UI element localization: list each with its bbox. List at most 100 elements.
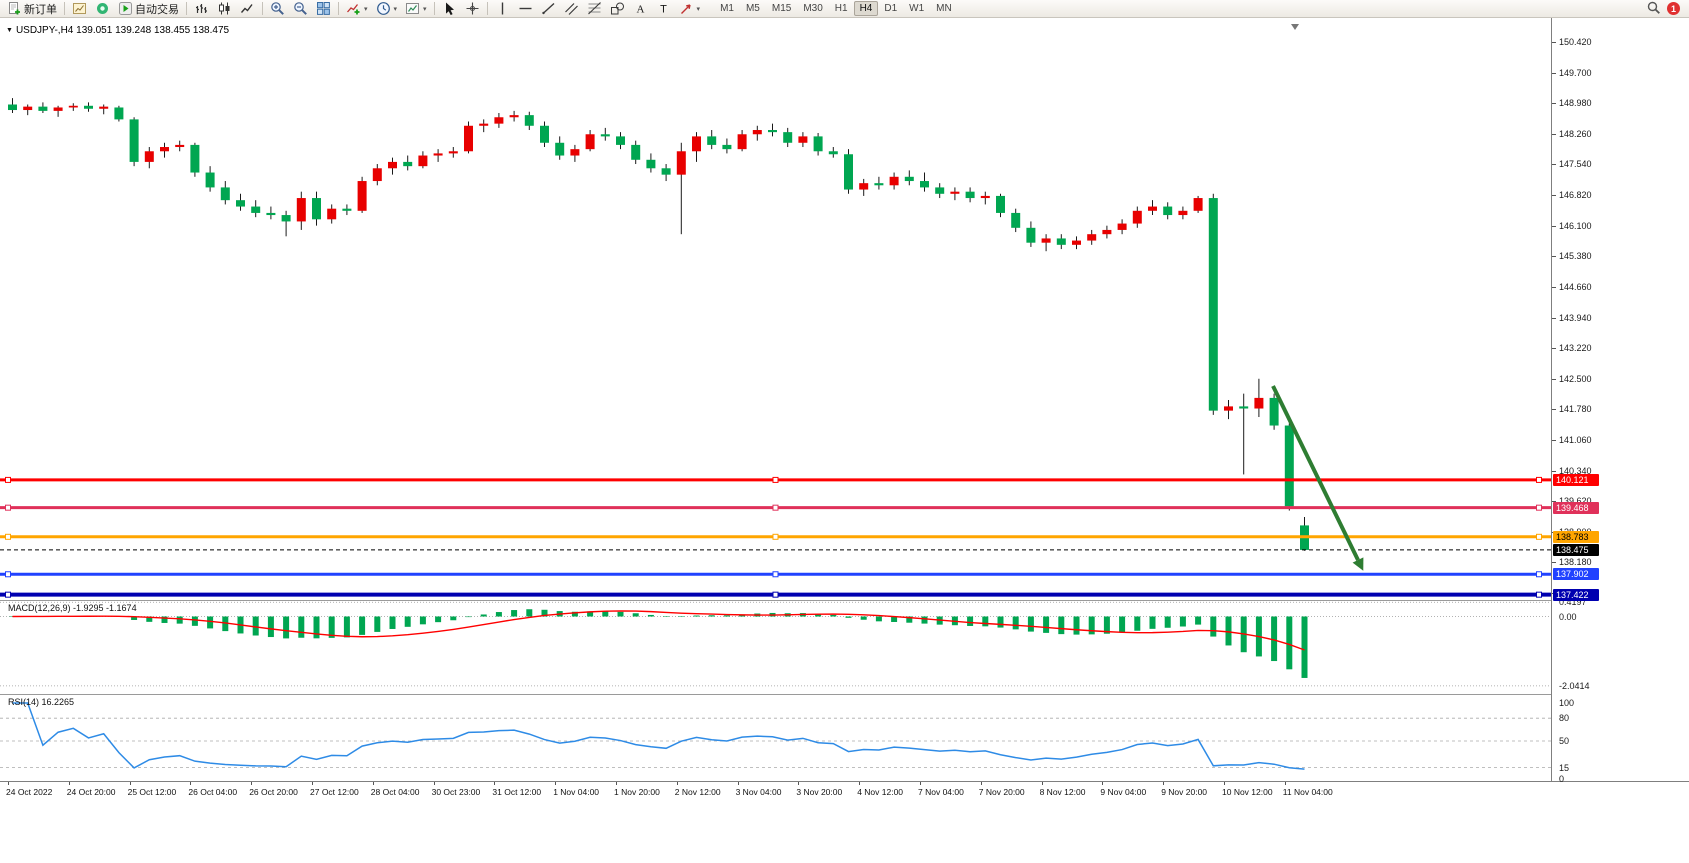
price-badge-line: 140.121	[1553, 473, 1599, 486]
crosshair-button[interactable]	[461, 1, 484, 17]
zoom-in-button[interactable]	[266, 1, 289, 17]
toolbar-separator	[64, 2, 65, 15]
line-handle[interactable]	[5, 571, 11, 578]
price-badge-line: 137.902	[1553, 568, 1599, 581]
line-handle[interactable]	[1536, 476, 1542, 483]
price-axis-tick	[1552, 256, 1556, 258]
price-axis-tick	[1552, 409, 1556, 411]
price-axis-label: 146.100	[1559, 220, 1592, 231]
price-axis-tick	[1552, 317, 1556, 319]
price-axis-label: 142.500	[1559, 373, 1592, 384]
price-axis-label: 144.660	[1559, 281, 1592, 292]
search-icon[interactable]	[1646, 0, 1661, 18]
toolbar-separator	[338, 2, 339, 15]
line-handle[interactable]	[5, 533, 11, 540]
time-label: 24 Oct 2022	[6, 787, 53, 797]
bar-chart-button[interactable]	[190, 1, 213, 17]
timeframe-h4[interactable]: H4	[853, 1, 879, 16]
shapes-button[interactable]	[606, 1, 629, 17]
time-axis-tick	[372, 782, 374, 785]
price-axis-tick	[1552, 225, 1556, 227]
text-button[interactable]: A	[629, 1, 652, 17]
line-handle[interactable]	[772, 533, 779, 540]
toolbar: 新订单 自动交易 ▾ ▾ ▾ A T ▾ M1 M5 M15 M30 H1 H4 D1 W1 MN 1	[0, 0, 1689, 18]
collapse-arrow-icon[interactable]: ▼	[6, 27, 13, 34]
line-handle[interactable]	[772, 476, 779, 483]
main-chart	[0, 98, 1551, 598]
macd-axis-label: 0.4197	[1559, 597, 1587, 608]
line-chart-button[interactable]	[236, 1, 259, 17]
svg-text:A: A	[636, 4, 644, 16]
candlestick-button[interactable]	[213, 1, 236, 17]
time-axis-tick	[737, 782, 739, 785]
timeframe-m30[interactable]: M30	[803, 3, 823, 14]
label-button[interactable]: T	[652, 1, 675, 17]
time-axis[interactable]: 24 Oct 2022 24 Oct 20:00 25 Oct 12:00 26 Oc…	[0, 781, 1689, 801]
fibonacci-button[interactable]	[583, 1, 606, 17]
panel-separator[interactable]	[0, 600, 1689, 601]
arrows-button[interactable]: ▾	[675, 1, 705, 17]
price-axis-tick	[1552, 133, 1556, 135]
indicators-button[interactable]: ▾	[342, 1, 372, 17]
price-axis-label: 149.700	[1559, 67, 1592, 78]
timeframe-w1[interactable]: W1	[909, 3, 925, 14]
templates-button[interactable]: ▾	[401, 1, 431, 17]
rsi-axis-label: 15	[1559, 762, 1570, 773]
timeframe-m5[interactable]: M5	[745, 3, 760, 14]
line-handle[interactable]	[5, 504, 11, 511]
new-order-button[interactable]: 新订单	[3, 1, 61, 17]
time-axis-tick	[980, 782, 982, 785]
toolbar-separator	[486, 2, 488, 15]
line-handle[interactable]	[1536, 533, 1542, 540]
market-watch-icon[interactable]	[91, 1, 114, 17]
price-axis[interactable]: 150.420 149.700 148.980 148.260 147.540 146.8…	[1551, 18, 1689, 784]
charts-icon[interactable]	[68, 1, 91, 17]
timeframe-d1[interactable]: D1	[884, 3, 898, 14]
time-label: 28 Oct 04:00	[370, 787, 420, 797]
line-handle[interactable]	[772, 571, 779, 578]
time-label: 3 Nov 20:00	[796, 787, 843, 797]
time-axis-tick	[616, 782, 617, 785]
price-axis-tick	[1552, 378, 1556, 380]
time-axis-tick	[312, 782, 313, 785]
chart-shift-marker[interactable]	[1291, 24, 1299, 30]
time-axis-tick	[433, 782, 435, 785]
rsi-panel	[0, 702, 1551, 770]
panel-separator[interactable]	[0, 694, 1689, 695]
line-handle[interactable]	[1536, 504, 1542, 511]
trend-arrow[interactable]	[1271, 385, 1360, 561]
price-axis-tick	[1552, 72, 1556, 74]
timeframe-m15[interactable]: M15	[771, 3, 792, 14]
time-axis-tick	[68, 782, 70, 785]
time-axis-tick	[1041, 782, 1043, 785]
line-handle[interactable]	[1536, 591, 1542, 598]
line-handle[interactable]	[5, 476, 11, 483]
toolbar-right: 1	[1646, 0, 1686, 18]
time-axis-tick	[129, 782, 131, 785]
auto-trading-button[interactable]: 自动交易	[114, 1, 183, 17]
tile-windows-button[interactable]	[312, 1, 335, 17]
line-handle[interactable]	[772, 591, 779, 598]
line-handle[interactable]	[5, 591, 11, 598]
channel-button[interactable]	[560, 1, 583, 17]
cursor-button[interactable]	[438, 1, 461, 17]
timeframe-h1[interactable]: H1	[834, 3, 848, 14]
timeframe-m1[interactable]: M1	[720, 3, 734, 14]
line-handle[interactable]	[1536, 571, 1542, 578]
trendline-button[interactable]	[537, 1, 560, 17]
notification-badge[interactable]: 1	[1667, 2, 1680, 15]
zoom-out-button[interactable]	[289, 1, 312, 17]
timeframe-mn[interactable]: MN	[936, 3, 952, 14]
time-axis-tick	[1284, 782, 1286, 785]
candles-layer	[8, 98, 1309, 551]
macd-axis-label: 0.00	[1559, 611, 1577, 622]
periods-button[interactable]: ▾	[372, 1, 402, 17]
price-axis-label: 140.340	[1559, 465, 1592, 476]
price-axis-label: 150.420	[1559, 37, 1592, 47]
toolbar-separator	[186, 2, 187, 15]
price-badge-line: 137.422	[1553, 588, 1599, 601]
time-label: 25 Oct 12:00	[127, 787, 177, 797]
horizontal-line-button[interactable]	[514, 1, 537, 17]
line-handle[interactable]	[772, 504, 779, 511]
vertical-line-button[interactable]	[491, 1, 514, 17]
